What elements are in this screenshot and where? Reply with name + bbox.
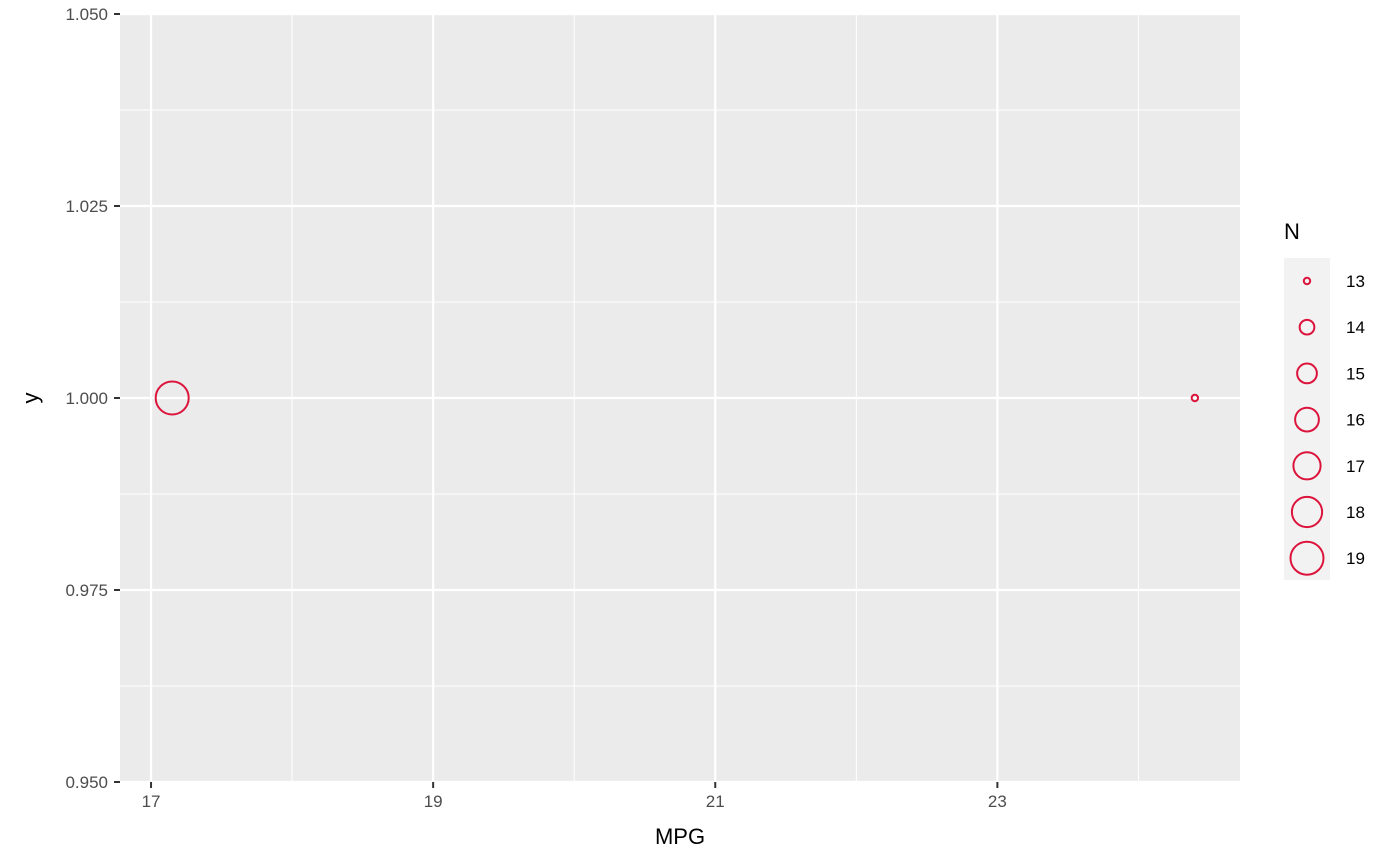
legend-key <box>1296 362 1318 385</box>
legend-label: 18 <box>1346 503 1365 522</box>
legend-label: 16 <box>1346 411 1365 430</box>
legend-label: 14 <box>1346 318 1365 337</box>
x-tick-label: 23 <box>988 792 1007 811</box>
y-tick-label: 1.050 <box>65 5 108 24</box>
legend: N 13 14 15 16 17 18 19 <box>1284 219 1365 580</box>
x-axis-title: MPG <box>655 824 705 849</box>
y-tick-label: 1.000 <box>65 389 108 408</box>
legend-label: 13 <box>1346 272 1365 291</box>
legend-entries: 13 14 15 16 17 18 19 <box>1289 272 1365 576</box>
y-axis: 0.950 0.975 1.000 1.025 1.050 <box>65 5 120 792</box>
y-axis-title: y <box>18 393 43 404</box>
legend-key <box>1298 318 1316 336</box>
legend-key-background <box>1284 258 1330 580</box>
major-grid <box>120 12 1240 784</box>
x-tick-label: 21 <box>706 792 725 811</box>
y-tick-label: 1.025 <box>65 197 108 216</box>
x-axis: 17 19 21 23 <box>142 782 1007 811</box>
x-tick-label: 19 <box>424 792 443 811</box>
y-tick-label: 0.950 <box>65 773 108 792</box>
legend-label: 17 <box>1346 457 1365 476</box>
legend-label: 19 <box>1346 549 1365 568</box>
data-points <box>154 380 1200 416</box>
legend-key <box>1290 495 1324 529</box>
x-tick-label: 17 <box>142 792 161 811</box>
legend-title: N <box>1284 219 1300 244</box>
legend-label: 15 <box>1346 364 1365 383</box>
data-point <box>1190 393 1200 403</box>
data-point <box>154 380 190 416</box>
legend-key <box>1294 406 1320 433</box>
legend-key <box>1289 540 1325 576</box>
legend-key <box>1292 451 1322 481</box>
legend-key <box>1302 276 1312 286</box>
y-tick-label: 0.975 <box>65 581 108 600</box>
